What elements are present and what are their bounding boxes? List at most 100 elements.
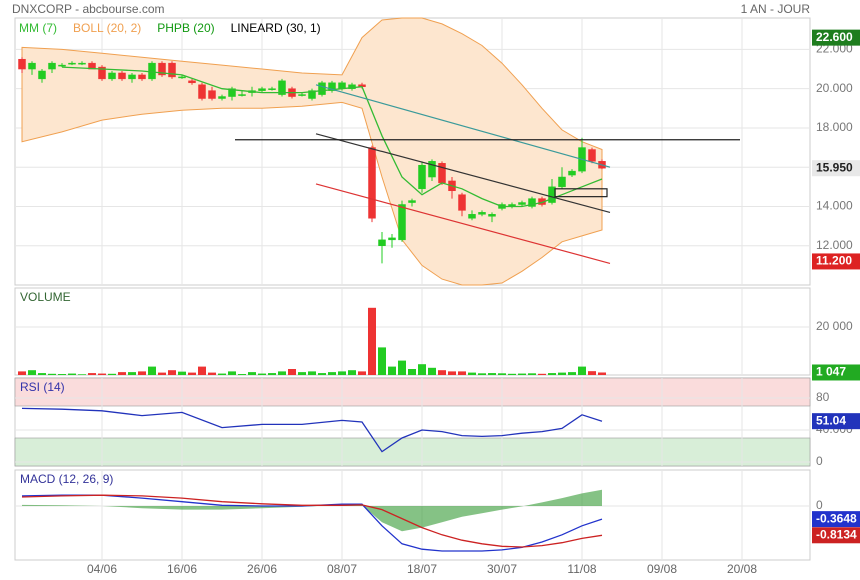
candle-body — [588, 149, 596, 162]
x-tick-label: 16/06 — [167, 562, 197, 576]
candle-body — [318, 82, 326, 95]
volume-bar — [398, 360, 406, 375]
indicator-line — [21, 494, 603, 552]
candle-body — [278, 80, 286, 95]
volume-bar — [368, 307, 376, 375]
candle-body — [408, 200, 416, 203]
indicator-line — [21, 494, 603, 548]
volume-bar — [288, 369, 296, 375]
volume-bar — [168, 370, 176, 375]
value-marker-label: -0.3648 — [816, 511, 857, 525]
regression-line — [315, 183, 611, 264]
volume-bar — [598, 372, 606, 375]
candle-body — [308, 90, 316, 99]
volume-bar — [268, 373, 276, 375]
legend-entry: MM (7) — [19, 21, 57, 35]
volume-bar — [408, 369, 416, 375]
volume-bar — [238, 374, 246, 375]
volume-bar — [278, 371, 286, 375]
volume-bar — [578, 366, 586, 375]
volume-bar — [28, 370, 36, 375]
indicator-line — [21, 407, 603, 453]
candle-body — [378, 239, 386, 246]
candle-body — [328, 82, 336, 91]
volume-bar — [148, 366, 156, 375]
candle-body — [188, 80, 196, 84]
volume-bar — [468, 372, 476, 375]
moving-average — [61, 66, 603, 208]
value-marker — [812, 364, 860, 381]
candle-body — [338, 82, 346, 89]
y-tick-label: 18.000 — [816, 120, 853, 134]
regression-line — [315, 84, 611, 168]
volume-bar — [248, 372, 256, 375]
volume-bar — [418, 364, 426, 375]
volume-bar — [548, 373, 556, 375]
value-marker-label: 11.200 — [816, 254, 852, 268]
candle-body — [368, 147, 376, 219]
candle-body — [238, 94, 246, 96]
candle-body — [208, 90, 216, 99]
candle-body — [258, 88, 266, 91]
volume-bar — [128, 372, 136, 375]
value-marker — [812, 253, 860, 270]
volume-bar — [338, 371, 346, 375]
x-tick-label: 30/07 — [487, 562, 517, 576]
x-tick-label: 18/07 — [407, 562, 437, 576]
value-marker-label: 22.600 — [816, 30, 853, 44]
bollinger-band — [21, 17, 603, 286]
panel-title: VOLUME — [20, 290, 71, 304]
value-marker — [812, 160, 860, 177]
volume-bar — [488, 373, 496, 375]
volume-bar — [478, 373, 486, 375]
volume-bar — [58, 374, 66, 375]
volume-bar — [68, 373, 76, 375]
candle-body — [268, 88, 276, 90]
candle-body — [568, 170, 576, 176]
volume-bar — [18, 371, 26, 375]
candle-body — [28, 62, 36, 70]
candle-body — [168, 62, 176, 78]
x-tick-label: 26/06 — [247, 562, 277, 576]
candle-body — [198, 84, 206, 99]
legend-entry: PHPB (20) — [157, 21, 214, 35]
volume-bar — [458, 371, 466, 375]
y-tick-label: 12.000 — [816, 238, 853, 252]
x-tick-label: 09/08 — [647, 562, 677, 576]
volume-bar — [448, 371, 456, 375]
candle-body — [128, 74, 136, 80]
candle-body — [218, 96, 226, 99]
volume-bar — [568, 372, 576, 375]
volume-bar — [508, 373, 516, 375]
volume-bar — [108, 373, 116, 375]
y-tick-label: 20 000 — [816, 319, 853, 333]
volume-bar — [48, 373, 56, 375]
volume-bar — [348, 370, 356, 375]
volume-bar — [378, 347, 386, 375]
candle-body — [228, 88, 236, 97]
candle-body — [98, 66, 106, 80]
volume-bar — [218, 373, 226, 375]
x-tick-label: 04/06 — [87, 562, 117, 576]
volume-bar — [438, 370, 446, 375]
candle-body — [48, 62, 56, 70]
candle-body — [478, 212, 486, 215]
panel-frame — [14, 287, 811, 376]
candle-body — [488, 214, 496, 217]
candle-body — [118, 72, 126, 80]
candle-body — [58, 64, 66, 67]
volume-bar — [308, 371, 316, 375]
value-marker — [812, 527, 860, 544]
volume-bar — [158, 372, 166, 375]
volume-bar — [138, 371, 146, 375]
volume-bar — [498, 373, 506, 375]
candle-body — [148, 62, 156, 80]
volume-bar — [538, 373, 546, 375]
histogram-area — [22, 489, 602, 532]
value-marker — [812, 29, 860, 46]
volume-bar — [228, 371, 236, 375]
candle-body — [78, 62, 86, 65]
legend-entry: LINEARD (30, 1) — [231, 21, 321, 35]
y-tick-label: 0 — [816, 454, 823, 468]
